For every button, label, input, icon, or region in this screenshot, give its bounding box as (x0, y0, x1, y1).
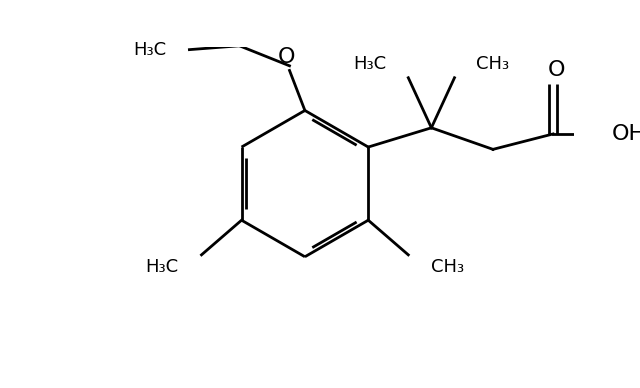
Text: O: O (278, 47, 295, 67)
Text: CH₃: CH₃ (476, 55, 509, 73)
Text: H₃C: H₃C (354, 55, 387, 73)
Text: H₃C: H₃C (145, 258, 179, 276)
Text: OH: OH (612, 124, 640, 144)
Text: CH₃: CH₃ (431, 258, 465, 276)
Text: O: O (547, 60, 565, 80)
Text: H₃C: H₃C (133, 41, 166, 59)
